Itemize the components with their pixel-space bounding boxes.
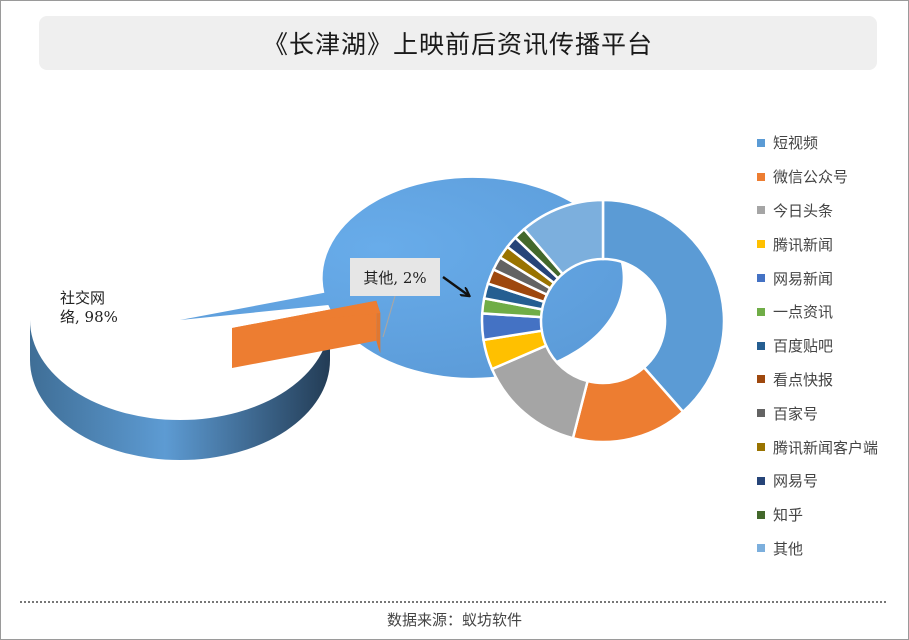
legend-item: 腾讯新闻 (757, 227, 907, 261)
title-banner: 《长津湖》上映前后资讯传播平台 (39, 16, 877, 70)
pie-slice-side-其他 (376, 300, 381, 354)
legend-swatch (757, 138, 765, 147)
pie-slice-side-社交网络 (30, 320, 330, 460)
callout-leader-line (382, 295, 396, 338)
legend-item: 其他 (757, 532, 907, 566)
footer-divider (20, 601, 886, 603)
legend-label: 百度贴吧 (773, 337, 834, 356)
legend-label: 腾讯新闻客户端 (773, 438, 879, 457)
legend-swatch (757, 375, 765, 384)
legend-item: 百家号 (757, 396, 907, 430)
legend-label: 网易号 (773, 472, 819, 491)
pie-slice-其他 (232, 300, 381, 328)
legend-item: 看点快报 (757, 363, 907, 397)
legend-item: 一点资讯 (757, 295, 907, 329)
arrow-icon (442, 276, 468, 295)
legend-item: 微信公众号 (757, 160, 907, 194)
legend-swatch (757, 274, 765, 283)
pie-data-label-社交网络: 社交网络, 98% (60, 289, 118, 326)
legend-item: 百度贴吧 (757, 329, 907, 363)
legend-swatch (757, 544, 765, 553)
legend-label: 微信公众号 (773, 168, 849, 187)
legend-item: 短视频 (757, 126, 907, 160)
source-note: 数据来源：蚁坊软件 (386, 611, 522, 629)
legend-label: 网易新闻 (773, 269, 834, 288)
legend-label: 知乎 (773, 506, 804, 525)
legend-label: 腾讯新闻 (773, 235, 834, 254)
donut-slice-其他 (522, 198, 605, 276)
legend-swatch (757, 476, 765, 485)
legend-item: 网易号 (757, 464, 907, 498)
legend-swatch (757, 341, 765, 350)
legend-label: 一点资讯 (773, 303, 834, 322)
legend-item: 今日头条 (757, 194, 907, 228)
legend: 短视频微信公众号今日头条腾讯新闻网易新闻一点资讯百度贴吧看点快报百家号腾讯新闻客… (757, 126, 907, 565)
legend-swatch (757, 443, 765, 452)
legend-label: 短视频 (773, 134, 819, 153)
legend-swatch (757, 206, 765, 215)
legend-swatch (757, 172, 765, 181)
pie-data-label-其他: 其他, 2% (363, 269, 426, 287)
legend-swatch (757, 510, 765, 519)
legend-swatch (757, 240, 765, 249)
legend-label: 看点快报 (773, 370, 834, 389)
pie-slice-wall-其他 (232, 300, 377, 368)
chart-title: 《长津湖》上映前后资讯传播平台 (262, 30, 653, 59)
legend-label: 百家号 (773, 404, 819, 423)
legend-label: 今日头条 (773, 201, 834, 220)
legend-item: 网易新闻 (757, 261, 907, 295)
callout-box (350, 258, 440, 296)
donut-slice-短视频 (601, 198, 726, 414)
legend-swatch (757, 307, 765, 316)
legend-label: 其他 (773, 539, 804, 558)
legend-item: 知乎 (757, 498, 907, 532)
legend-item: 腾讯新闻客户端 (757, 430, 907, 464)
legend-swatch (757, 409, 765, 418)
